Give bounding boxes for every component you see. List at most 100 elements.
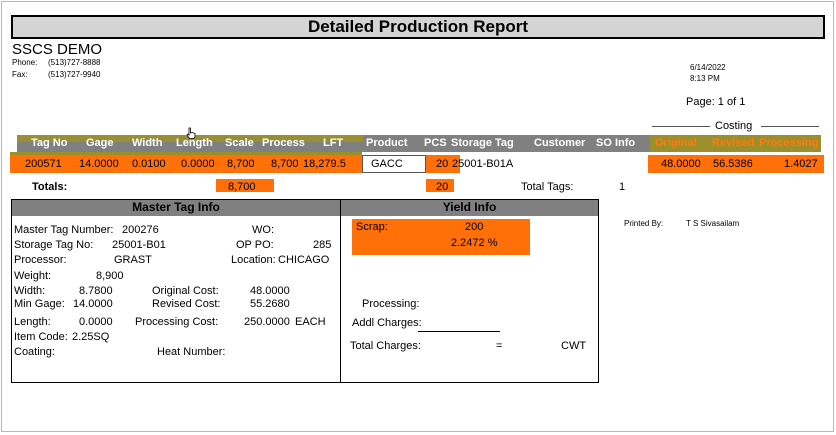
totals-pcs: 20 (436, 181, 449, 193)
processor-value: GRAST (114, 254, 152, 266)
revised-cost-value: 55.2680 (250, 298, 290, 310)
length-value: 0.0000 (79, 316, 113, 328)
header-tag-no: Tag No (31, 137, 68, 149)
printed-by-label: Printed By: (624, 219, 664, 228)
processor-label: Processor: (14, 254, 67, 266)
master-tag-value: 200276 (122, 224, 159, 236)
master-tag-label: Master Tag Number: (14, 224, 114, 236)
cell-width: 0.0100 (132, 158, 166, 170)
phone-line: Phone: (513)727-8888 (12, 58, 100, 67)
cell-pcs: 20 (436, 158, 449, 170)
report-title: Detailed Production Report (11, 15, 825, 39)
costing-header-highlight (650, 135, 821, 152)
op-po-value: 285 (313, 239, 332, 251)
report-time: 8:13 PM (690, 74, 720, 83)
width-label: Width: (14, 285, 46, 297)
revised-cost-label: Revised Cost: (152, 298, 221, 310)
charges-underline (418, 331, 500, 332)
cell-product: GACC (371, 158, 403, 170)
header-pcs: PCS (424, 137, 447, 149)
header-revised: Revised (712, 137, 755, 149)
row-highlight-costing (648, 155, 824, 173)
item-code-value: 2.25SQ (72, 331, 110, 343)
op-po-label: OP PO: (236, 239, 274, 251)
fax-line: Fax: (513)727-9940 (12, 70, 100, 79)
header-length: Length (176, 137, 213, 149)
product-cell-box (362, 155, 426, 173)
header-storage-tag: Storage Tag (451, 137, 514, 149)
totals-scale: 8,700 (228, 181, 256, 193)
phone-label: Phone: (12, 58, 38, 67)
width-value: 8.7800 (79, 285, 113, 297)
weight-label: Weight: (14, 270, 52, 282)
min-gage-label: Min Gage: (14, 298, 65, 310)
cell-process: 8,700 (271, 158, 299, 170)
company-name: SSCS DEMO (12, 41, 103, 58)
costing-divider-right (761, 126, 819, 127)
processing-cost-label: Processing Cost: (135, 316, 219, 328)
storage-tag-value: 25001-B01 (112, 239, 166, 251)
cell-gage: 14.0000 (79, 158, 119, 170)
fax-label: Fax: (12, 70, 28, 79)
scrap-highlight (352, 219, 530, 255)
cell-length: 0.0000 (181, 158, 215, 170)
scrap-value: 200 (465, 221, 484, 233)
original-cost-label: Original Cost: (152, 285, 219, 297)
total-charges-unit: CWT (561, 340, 587, 352)
wo-label: WO: (252, 224, 274, 236)
yield-info-title: Yield Info (341, 200, 598, 216)
totals-label: Totals: (32, 181, 68, 193)
totals-pcs-highlight (426, 179, 454, 192)
row-highlight-strip (10, 152, 362, 155)
hand-cursor-icon (186, 127, 196, 139)
item-code-label: Item Code: (14, 331, 68, 343)
header-processing: Processing (759, 137, 819, 149)
length-label: Length: (14, 316, 51, 328)
cell-tag-no: 200571 (25, 158, 62, 170)
location-label: Location: (231, 254, 276, 266)
weight-value: 8,900 (96, 270, 124, 282)
master-tag-title: Master Tag Info (12, 200, 340, 216)
total-charges-equals: = (496, 340, 503, 352)
row-highlight-pcs (426, 155, 460, 173)
fax-value: (513)727-9940 (48, 70, 101, 79)
phone-value: (513)727-8888 (48, 58, 101, 67)
costing-label: Costing (715, 120, 753, 132)
scrap-label: Scrap: (356, 221, 388, 233)
header-gage: Gage (86, 137, 114, 149)
header-so-info: SO Info (596, 137, 636, 149)
cell-storage-tag: 25001-B01A (452, 158, 514, 170)
header-lft: LFT (323, 137, 344, 149)
printed-by-name: T S Sivasailam (686, 219, 740, 228)
min-gage-value: 14.0000 (73, 298, 113, 310)
processing-cost-value: 250.0000 (244, 316, 290, 328)
cell-scale: 8,700 (227, 158, 255, 170)
storage-tag-label: Storage Tag No: (14, 239, 94, 251)
scrap-percent: 2.2472 % (451, 237, 498, 249)
total-tags-value: 1 (619, 181, 626, 193)
addl-charges-label: Addl Charges: (352, 317, 422, 329)
header-process: Process (262, 137, 305, 149)
header-product: Product (366, 137, 408, 149)
cell-processing: 1.4027 (784, 158, 818, 170)
original-cost-value: 48.0000 (250, 285, 290, 297)
processing-cost-unit: EACH (295, 316, 326, 328)
header-original: Original (655, 137, 697, 149)
location-value: CHICAGO (278, 254, 330, 266)
total-charges-label: Total Charges: (350, 340, 421, 352)
report-datetime: 6/14/2022 8:13 PM (690, 62, 726, 84)
costing-divider-left (652, 126, 710, 127)
coating-label: Coating: (14, 346, 55, 358)
header-customer: Customer (534, 137, 586, 149)
header-width: Width (132, 137, 163, 149)
page-number: Page: 1 of 1 (686, 96, 746, 108)
row-highlight-main (10, 155, 362, 173)
header-scale: Scale (225, 137, 254, 149)
cell-original: 48.0000 (661, 158, 701, 170)
cell-revised: 56.5386 (713, 158, 753, 170)
report-date: 6/14/2022 (690, 63, 726, 72)
processing-charges-label: Processing: (362, 298, 420, 310)
total-tags-label: Total Tags: (521, 181, 574, 193)
cell-lft: 18,279.5 (303, 158, 346, 170)
